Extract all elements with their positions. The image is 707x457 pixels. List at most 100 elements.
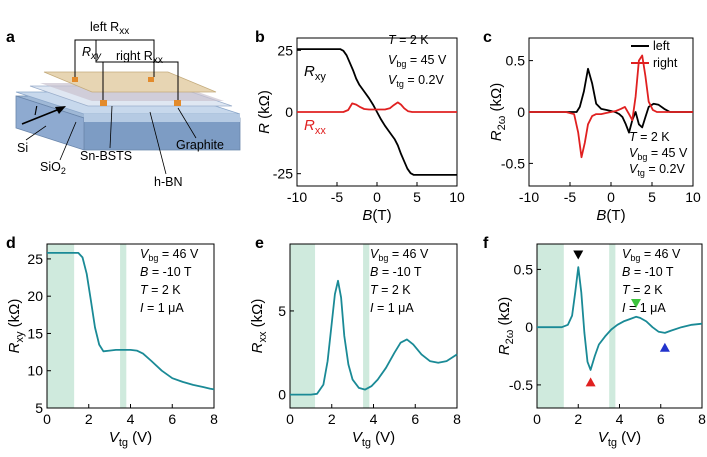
- annotation-3: I = 1 μA: [140, 301, 184, 315]
- x-tick-label: 0: [533, 411, 541, 427]
- legend-label-left: left: [653, 39, 670, 53]
- x-tick-label: -10: [287, 189, 307, 205]
- x-tick-label: 4: [370, 411, 378, 427]
- y-tick-label: -0.5: [509, 377, 533, 393]
- shaded-band-1: [609, 244, 616, 408]
- panel-f-label: f: [483, 235, 489, 252]
- y-tick-label: 0.5: [514, 261, 534, 277]
- chart-f: 0 2 4 6 8 -0.5 0 0.5 Vtg (V) R2ω (kΩ) Vbg = 46 V B …: [496, 243, 706, 449]
- chart-b: -10 -5 0 5 10 -25 0 25 B(T) R (kΩ) Rxy Rxx T = 2 K Vb…: [256, 33, 465, 224]
- x-tick-label: 6: [168, 411, 176, 427]
- shaded-band-1: [363, 244, 370, 408]
- y-tick-label: 0: [285, 104, 293, 120]
- x-tick-label: 8: [453, 411, 461, 427]
- right-rxx-label: right Rxx: [116, 49, 163, 66]
- rxy-label: Rxy: [82, 45, 102, 62]
- sio2-front: [84, 114, 240, 122]
- x-tick-label: -5: [564, 189, 577, 205]
- series-line-right: [529, 54, 693, 159]
- shaded-band-0: [47, 244, 75, 408]
- y-tick-label: 0.5: [506, 53, 526, 69]
- x-tick-label: 8: [210, 411, 218, 427]
- chart-c: -10 -5 0 5 10 -0.5 0 0.5 B(T) R2ω (kΩ) left right T …: [488, 37, 701, 224]
- contact-left-bottom: [100, 100, 107, 106]
- annotation-2: Vtg = 0.2V: [388, 73, 444, 89]
- x-axis-label: Vtg (V): [598, 429, 641, 449]
- snbsts-film: [43, 71, 217, 93]
- x-tick-label: 8: [698, 411, 706, 427]
- marker-triangle-1: [585, 377, 596, 387]
- x-tick-label: 10: [685, 189, 701, 205]
- series-label-rxy: Rxy: [304, 63, 326, 83]
- annotation-1: Vbg = 45 V: [629, 146, 688, 162]
- x-axis-label: Vtg (V): [109, 429, 152, 449]
- shaded-band-0: [537, 244, 564, 408]
- annotation-0: T = 2 K: [388, 33, 429, 47]
- y-tick-label: 0: [525, 319, 533, 335]
- series-line-0: [47, 251, 215, 391]
- left-rxx-label: left Rxx: [90, 20, 129, 37]
- x-tick-label: 4: [616, 411, 624, 427]
- contact-left-top: [72, 77, 78, 82]
- graphite-label: Graphite: [176, 138, 224, 152]
- x-tick-label: 0: [607, 189, 615, 205]
- annotation-1: Vbg = 45 V: [388, 53, 447, 69]
- x-tick-label: 2: [328, 411, 336, 427]
- annotation-0: T = 2 K: [629, 130, 670, 144]
- y-tick-label: 20: [27, 288, 43, 304]
- annotation-3: I = 1 μA: [370, 301, 414, 315]
- x-tick-label: -10: [519, 189, 539, 205]
- current-arrow-line: [21, 107, 63, 125]
- y-tick-label: 5: [278, 303, 286, 319]
- y-tick-label: 5: [35, 400, 43, 416]
- graphite-leader: [177, 107, 197, 139]
- annotation-3: I = 1 μA: [622, 301, 666, 315]
- y-axis-label: R (kΩ): [256, 90, 273, 134]
- annotation-1: B = -10 T: [622, 265, 674, 279]
- series-line-r-xx: [297, 101, 457, 113]
- contact-right-top: [148, 77, 154, 82]
- x-tick-label: -5: [331, 189, 344, 205]
- sio2-label: SiO2: [40, 160, 66, 176]
- annotation-0: Vbg = 46 V: [622, 247, 681, 263]
- marker-triangle-0: [573, 250, 584, 260]
- chart-d: 0 2 4 6 8 5 10 15 20 25 Vtg (V) Rxy (kΩ) Vbg = 46 V B…: [6, 243, 218, 449]
- annotation-0: Vbg = 46 V: [140, 247, 199, 263]
- shaded-band-0: [290, 244, 316, 408]
- current-symbol: I: [34, 104, 38, 118]
- x-axis-label: Vtg (V): [352, 429, 395, 449]
- y-tick-label: 10: [27, 363, 43, 379]
- left-rxx-wire: [74, 39, 155, 77]
- contact-right-bottom: [174, 100, 181, 106]
- x-tick-label: 0: [373, 189, 381, 205]
- x-tick-label: 6: [411, 411, 419, 427]
- x-axis-label: B(T): [596, 207, 625, 224]
- shaded-band-1: [120, 244, 127, 408]
- marker-triangle-3: [659, 342, 670, 352]
- y-tick-label: 15: [27, 325, 43, 341]
- panel-d-label: d: [6, 235, 16, 252]
- series-line-r-xy: [297, 48, 457, 176]
- x-tick-label: 5: [648, 189, 656, 205]
- x-tick-label: 2: [574, 411, 582, 427]
- x-tick-label: 5: [413, 189, 421, 205]
- x-tick-label: 2: [85, 411, 93, 427]
- annotation-0: Vbg = 46 V: [370, 247, 429, 263]
- device-schematic: [15, 39, 241, 151]
- panel-a: a left Rx: [6, 20, 241, 189]
- y-axis-label: Rxy (kΩ): [6, 299, 26, 354]
- y-axis-label: R2ω (kΩ): [496, 297, 516, 355]
- y-tick-label: 0: [517, 104, 525, 120]
- current-arrow-head: [55, 106, 66, 114]
- sio2-leader: [59, 121, 77, 161]
- legend-label-right: right: [653, 56, 678, 70]
- annotation-2: T = 2 K: [140, 283, 181, 297]
- annotation-2: Vtg = 0.2V: [629, 162, 685, 178]
- x-tick-label: 4: [127, 411, 135, 427]
- x-axis-label: B(T): [362, 207, 391, 224]
- snbsts-label: Sn-BSTS: [80, 149, 132, 163]
- x-tick-label: 0: [43, 411, 51, 427]
- panel-b-label: b: [255, 29, 265, 46]
- chart-e: 0 2 4 6 8 0 5 Vtg (V) Rxx (kΩ) Vbg = 46 V B = -10 …: [249, 243, 461, 449]
